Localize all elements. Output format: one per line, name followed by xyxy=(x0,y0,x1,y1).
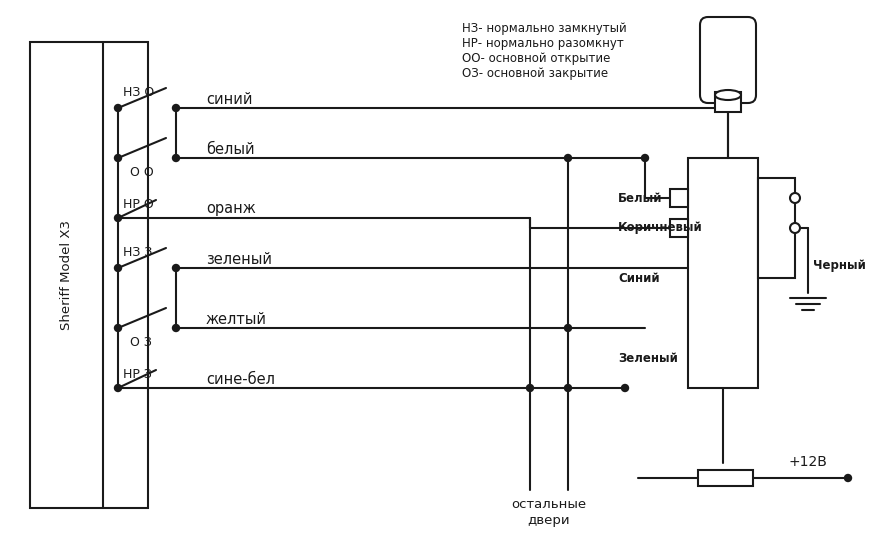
Circle shape xyxy=(172,325,179,331)
Circle shape xyxy=(115,214,121,222)
Text: Зеленый: Зеленый xyxy=(618,352,678,364)
Circle shape xyxy=(115,384,121,392)
Text: остальные: остальные xyxy=(512,498,587,511)
Text: НР- нормально разомкнут: НР- нормально разомкнут xyxy=(462,37,624,50)
Circle shape xyxy=(172,264,179,272)
Circle shape xyxy=(115,264,121,272)
Bar xyxy=(688,158,758,388)
Text: НЗ О: НЗ О xyxy=(123,85,154,99)
Text: синий: синий xyxy=(206,92,253,107)
Circle shape xyxy=(790,193,800,203)
Circle shape xyxy=(115,155,121,161)
FancyBboxPatch shape xyxy=(700,17,756,103)
Circle shape xyxy=(527,384,534,392)
Text: Sheriff Model X3: Sheriff Model X3 xyxy=(60,220,73,330)
Text: О З: О З xyxy=(130,335,152,349)
Circle shape xyxy=(565,155,571,161)
Text: оранж: оранж xyxy=(206,201,255,217)
Circle shape xyxy=(115,104,121,112)
Text: Коричневый: Коричневый xyxy=(618,222,703,234)
Text: НР О: НР О xyxy=(123,198,154,210)
Bar xyxy=(30,42,148,508)
Text: НР З: НР З xyxy=(123,368,152,381)
Circle shape xyxy=(621,384,629,392)
Text: двери: двери xyxy=(528,514,570,527)
Text: Черный: Черный xyxy=(813,258,865,272)
Bar xyxy=(698,470,753,486)
Bar xyxy=(758,178,795,278)
Circle shape xyxy=(565,384,571,392)
Circle shape xyxy=(790,223,800,233)
Circle shape xyxy=(172,104,179,112)
Text: +12В: +12В xyxy=(788,455,827,469)
Bar xyxy=(670,219,688,237)
Text: белый: белый xyxy=(206,142,255,156)
Circle shape xyxy=(565,325,571,331)
Ellipse shape xyxy=(715,90,741,100)
Circle shape xyxy=(642,155,649,161)
Text: зеленый: зеленый xyxy=(206,252,272,267)
Text: НЗ- нормально замкнутый: НЗ- нормально замкнутый xyxy=(462,22,627,35)
Bar xyxy=(715,92,741,112)
Text: Синий: Синий xyxy=(618,272,659,285)
Text: О О: О О xyxy=(130,166,154,179)
Bar xyxy=(670,189,688,207)
Text: желтый: желтый xyxy=(206,311,267,326)
Circle shape xyxy=(844,474,851,482)
Text: ОЗ- основной закрытие: ОЗ- основной закрытие xyxy=(462,67,608,80)
Circle shape xyxy=(172,155,179,161)
Text: НЗ З: НЗ З xyxy=(123,246,152,258)
Text: сине-бел: сине-бел xyxy=(206,372,275,387)
Circle shape xyxy=(115,325,121,331)
Text: ОО- основной открытие: ОО- основной открытие xyxy=(462,52,610,65)
Text: Белый: Белый xyxy=(618,191,662,204)
